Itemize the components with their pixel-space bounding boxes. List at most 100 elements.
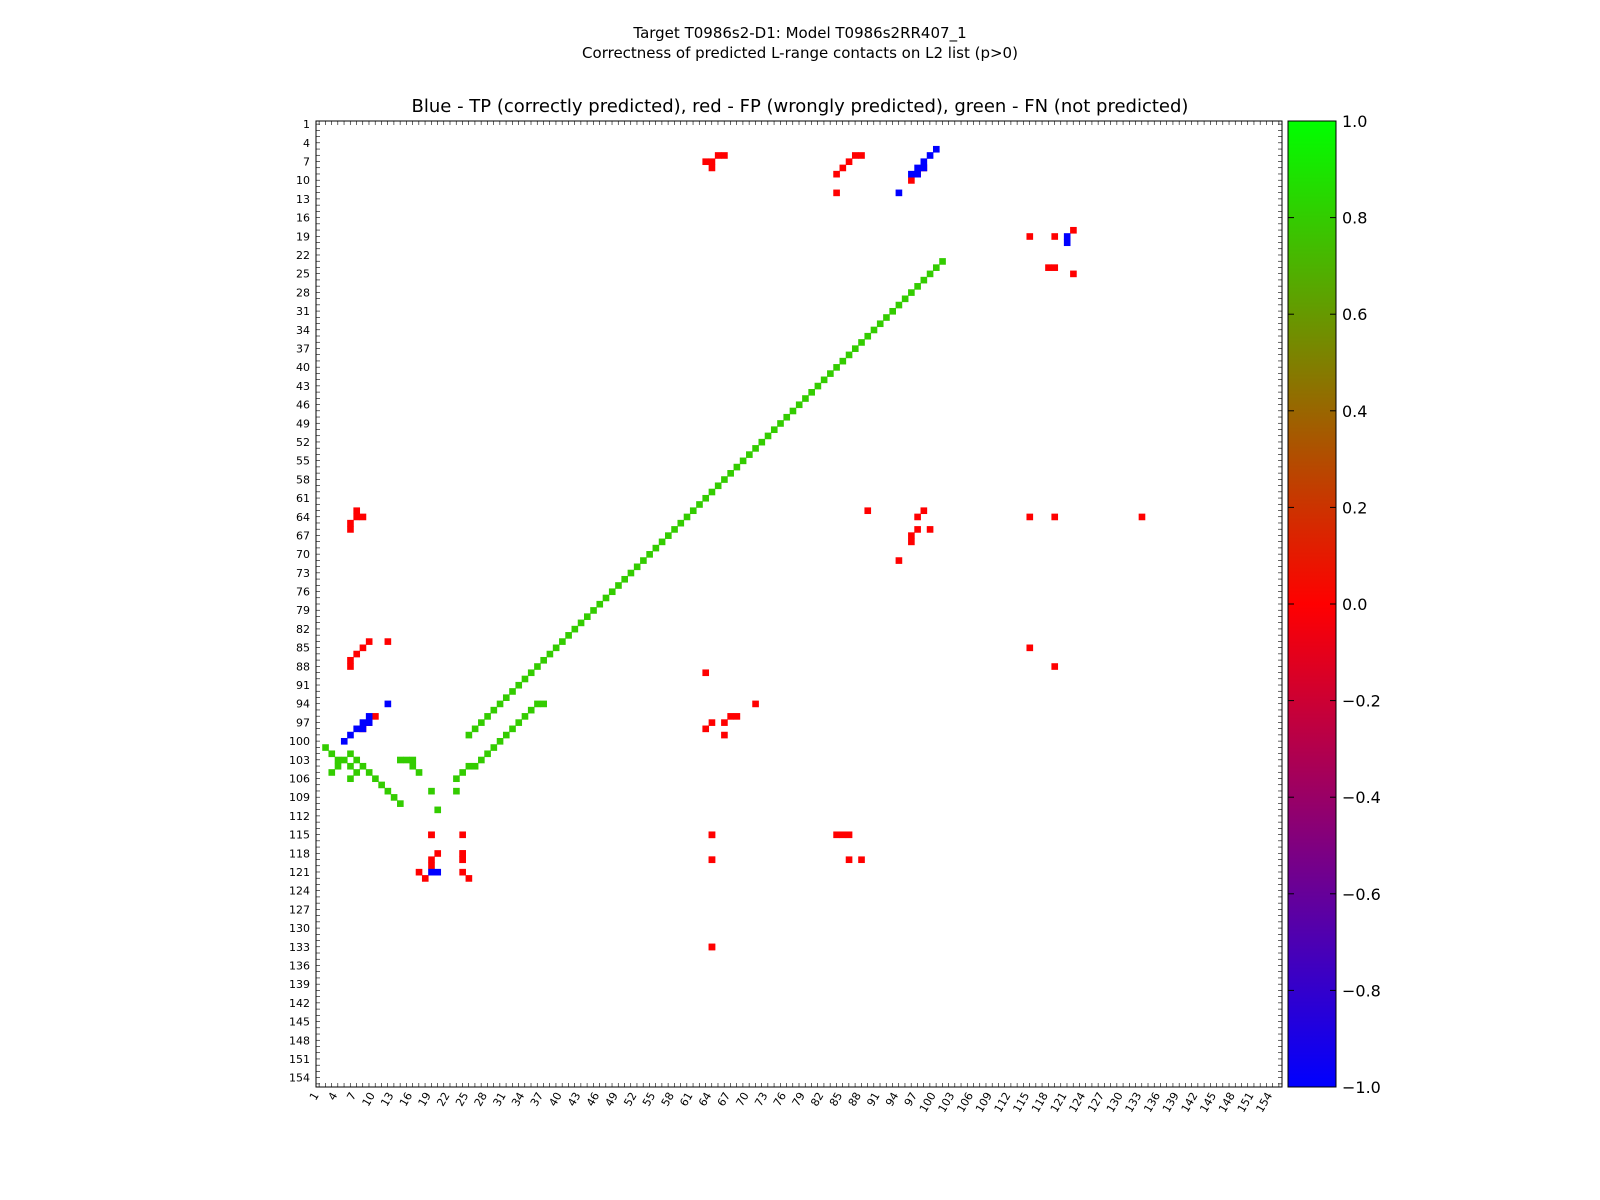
y-tick-label: 58	[296, 473, 310, 486]
contact-cell-fn	[465, 762, 473, 770]
contact-cell-fp	[926, 526, 934, 533]
contact-cell-fp	[721, 731, 728, 739]
contact-cell-fn	[353, 769, 361, 776]
contact-cell-fn	[739, 457, 747, 465]
contact-cell-fp	[702, 669, 710, 677]
contact-cell-fn	[652, 544, 660, 552]
contact-cell-fn	[490, 744, 498, 751]
y-tick-label: 91	[296, 679, 310, 692]
x-tick-label: 118	[1029, 1090, 1051, 1115]
contact-cell-fn	[889, 307, 896, 315]
y-tick-label: 145	[289, 1016, 310, 1029]
x-tick-label: 1	[307, 1090, 322, 1103]
x-tick-label: 109	[973, 1090, 995, 1115]
x-tick-label: 67	[715, 1090, 733, 1109]
contact-cell-tp	[434, 868, 442, 876]
contact-cell-fp	[428, 831, 435, 839]
contact-cell-fn	[640, 557, 647, 564]
contact-cell-fn	[546, 650, 554, 658]
contact-cell-fp	[908, 538, 915, 546]
x-tick-label: 37	[528, 1090, 546, 1109]
contact-cell-fn	[521, 713, 529, 720]
colorbar-tick-label: −1.0	[1342, 1078, 1381, 1097]
contact-cell-fn	[864, 332, 872, 340]
colorbar-tick-label: 0.2	[1342, 498, 1367, 517]
y-tick-label: 94	[296, 698, 310, 711]
contact-cell-fp	[347, 656, 354, 664]
y-tick-label: 46	[296, 399, 310, 412]
contact-cell-fn	[559, 638, 566, 645]
x-tick-label: 127	[1085, 1090, 1107, 1115]
contact-cell-fp	[415, 868, 423, 876]
contact-cell-fn	[802, 395, 809, 402]
contact-cell-fn	[515, 719, 523, 726]
y-tick-label: 127	[289, 903, 310, 916]
contact-cell-fp	[908, 177, 915, 184]
contact-cell-fp	[833, 831, 840, 839]
x-tick-label: 10	[360, 1090, 378, 1109]
contact-cell-fp	[347, 519, 354, 527]
contact-cell-fn	[858, 339, 865, 346]
contact-cell-fp	[1051, 663, 1059, 670]
colorbar-tick-label: 0.6	[1342, 305, 1367, 324]
contact-cell-fp	[359, 644, 367, 652]
contact-cell-fn	[509, 725, 516, 733]
x-tick-label: 136	[1141, 1090, 1163, 1115]
x-tick-label: 49	[603, 1090, 621, 1109]
contact-cell-fn	[565, 632, 572, 639]
contact-cell-fp	[914, 526, 921, 533]
contact-cell-fn	[839, 357, 847, 365]
contact-cell-fn	[814, 382, 822, 390]
x-tick-label: 145	[1197, 1090, 1219, 1115]
contact-cell-fp	[353, 650, 361, 658]
contact-cell-fp	[459, 850, 466, 857]
contact-cell-fp	[1045, 264, 1052, 271]
contact-cell-fn	[397, 800, 404, 807]
contact-cell-tp	[359, 719, 367, 726]
contact-cell-fp	[359, 513, 367, 521]
contact-cell-fn	[496, 700, 504, 708]
colorbar-tick-label: −0.4	[1342, 788, 1381, 807]
contact-cell-fn	[334, 762, 342, 770]
contact-cell-tp	[932, 145, 940, 153]
contact-cell-fn	[683, 513, 691, 521]
contact-cell-fn	[920, 276, 928, 284]
contact-cell-fn	[721, 476, 728, 483]
contact-cell-fn	[602, 594, 610, 602]
contact-cell-fp	[839, 831, 847, 839]
x-tick-label: 40	[547, 1090, 565, 1109]
contact-cell-fn	[409, 762, 417, 770]
contact-cell-fn	[384, 787, 392, 795]
y-tick-label: 40	[296, 361, 310, 374]
x-tick-label: 31	[490, 1090, 508, 1109]
contacts-fp	[347, 152, 1146, 951]
contact-cell-fn	[727, 470, 734, 477]
contact-cell-fn	[876, 320, 884, 328]
contact-cell-fn	[808, 388, 815, 396]
y-tick-label: 70	[296, 548, 310, 561]
contact-cell-fp	[845, 158, 853, 166]
y-tick-label: 61	[296, 492, 310, 505]
contact-cell-fp	[727, 713, 734, 720]
x-tick-label: 151	[1235, 1090, 1257, 1115]
chart-subtitle: Blue - TP (correctly predicted), red - F…	[412, 96, 1189, 117]
contact-cell-fn	[883, 314, 890, 321]
contact-cell-fp	[1051, 233, 1059, 240]
contact-cell-fn	[502, 731, 510, 739]
contact-cell-fn	[353, 756, 361, 764]
contact-cell-fn	[646, 551, 653, 558]
contact-cell-fp	[428, 856, 435, 864]
contact-cell-fn	[932, 264, 940, 271]
x-tick-label: 34	[509, 1090, 527, 1109]
contact-cell-fn	[671, 526, 678, 533]
contact-cell-fn	[434, 806, 442, 814]
x-tick-label: 142	[1179, 1090, 1201, 1115]
contact-cell-fn	[571, 625, 579, 633]
contact-cell-fn	[827, 370, 834, 377]
contact-cell-fn	[621, 575, 629, 583]
y-tick-label: 64	[296, 511, 310, 524]
chart-title-line2: Correctness of predicted L-range contact…	[582, 44, 1018, 62]
contact-cell-fp	[845, 831, 853, 839]
y-tick-label: 22	[296, 249, 310, 262]
contact-cell-tp	[428, 868, 435, 876]
